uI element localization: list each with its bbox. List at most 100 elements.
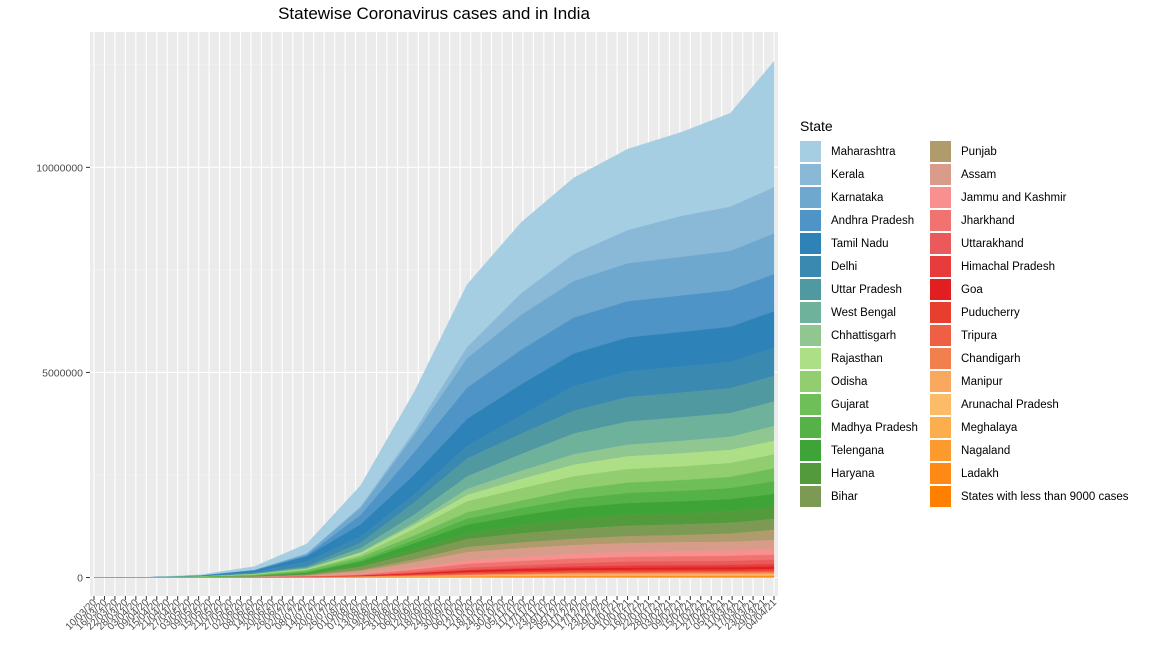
legend-swatch: [800, 302, 821, 323]
legend-item: Tamil Nadu: [800, 232, 930, 255]
legend-label: Gujarat: [831, 398, 869, 411]
legend-item: Assam: [930, 163, 1145, 186]
legend-label: Karnataka: [831, 191, 884, 204]
legend-label: Chhattisgarh: [831, 329, 897, 342]
legend-label: Assam: [961, 168, 997, 181]
legend-label: Delhi: [831, 260, 858, 273]
y-tick-label: 10000000: [36, 162, 83, 174]
legend-label: Ladakh: [961, 467, 999, 480]
legend-item: Uttarakhand: [930, 232, 1145, 255]
legend-label: Kerala: [831, 168, 865, 181]
legend-item: Puducherry: [930, 301, 1145, 324]
legend-swatch: [800, 141, 821, 162]
legend-swatch: [930, 348, 951, 369]
legend-item: Himachal Pradesh: [930, 255, 1145, 278]
legend-label: Tamil Nadu: [831, 237, 889, 250]
legend-swatch: [800, 233, 821, 254]
legend-swatch: [800, 417, 821, 438]
legend-item: Telengana: [800, 439, 930, 462]
legend-swatch: [800, 325, 821, 346]
legend-item: Jharkhand: [930, 209, 1145, 232]
legend-label: Puducherry: [961, 306, 1020, 319]
legend-label: Goa: [961, 283, 983, 296]
y-axis: 0 5000000 10000000: [36, 162, 90, 585]
legend-item: Meghalaya: [930, 416, 1145, 439]
legend-label: Tripura: [961, 329, 997, 342]
legend-label: Odisha: [831, 375, 868, 388]
y-tick-label: 0: [77, 573, 83, 585]
legend-swatch: [800, 256, 821, 277]
legend-item: Haryana: [800, 462, 930, 485]
legend-swatch: [930, 463, 951, 484]
legend-swatch: [800, 440, 821, 461]
legend-swatch: [800, 371, 821, 392]
legend-title: State: [800, 118, 833, 134]
legend-item: Gujarat: [800, 393, 930, 416]
legend-item: Maharashtra: [800, 140, 930, 163]
legend-label: Bihar: [831, 490, 858, 503]
legend: State Maharashtra Kerala Karnataka Andhra P…: [800, 118, 1150, 508]
legend-label: Haryana: [831, 467, 875, 480]
legend-swatch: [930, 440, 951, 461]
legend-swatch: [930, 417, 951, 438]
x-axis: 10/03/2016/03/2022/03/2028/03/2003/04/20…: [64, 596, 779, 633]
legend-swatch: [930, 233, 951, 254]
legend-label: West Bengal: [831, 306, 896, 319]
legend-label: Nagaland: [961, 444, 1011, 457]
legend-swatch: [930, 325, 951, 346]
legend-swatch: [930, 394, 951, 415]
legend-item: West Bengal: [800, 301, 930, 324]
legend-item: Nagaland: [930, 439, 1145, 462]
y-tick-label: 5000000: [42, 367, 83, 379]
legend-swatch: [800, 210, 821, 231]
legend-swatch: [930, 210, 951, 231]
legend-label: Uttar Pradesh: [831, 283, 902, 296]
legend-swatch: [930, 279, 951, 300]
legend-label: Himachal Pradesh: [961, 260, 1055, 273]
legend-swatch: [800, 463, 821, 484]
legend-item: Chhattisgarh: [800, 324, 930, 347]
legend-item: Manipur: [930, 370, 1145, 393]
legend-item: States with less than 9000 cases: [930, 485, 1145, 508]
chart-title: Statewise Coronavirus cases and in India: [278, 4, 590, 23]
legend-label: Punjab: [961, 145, 997, 158]
legend-label: Meghalaya: [961, 421, 1018, 434]
legend-item: Kerala: [800, 163, 930, 186]
legend-label: States with less than 9000 cases: [961, 490, 1129, 503]
series-areas: [93, 60, 775, 578]
legend-swatch: [800, 164, 821, 185]
legend-label: Maharashtra: [831, 145, 896, 158]
legend-swatch: [930, 256, 951, 277]
legend-item: Odisha: [800, 370, 930, 393]
legend-item: Delhi: [800, 255, 930, 278]
legend-item: Karnataka: [800, 186, 930, 209]
legend-label: Rajasthan: [831, 352, 883, 365]
legend-item: Ladakh: [930, 462, 1145, 485]
legend-label: Jammu and Kashmir: [961, 191, 1067, 204]
legend-label: Uttarakhand: [961, 237, 1024, 250]
legend-swatch: [930, 486, 951, 507]
legend-item: Goa: [930, 278, 1145, 301]
legend-label: Manipur: [961, 375, 1003, 388]
legend-swatch: [930, 371, 951, 392]
legend-swatch: [800, 279, 821, 300]
legend-item: Chandigarh: [930, 347, 1145, 370]
legend-swatch: [800, 394, 821, 415]
legend-label: Telengana: [831, 444, 885, 457]
legend-swatch: [930, 187, 951, 208]
legend-label: Arunachal Pradesh: [961, 398, 1059, 411]
legend-item: Andhra Pradesh: [800, 209, 930, 232]
legend-items: Maharashtra Kerala Karnataka Andhra Pradesh…: [800, 140, 1150, 508]
legend-item: Arunachal Pradesh: [930, 393, 1145, 416]
legend-label: Chandigarh: [961, 352, 1021, 365]
area-states-with-less-than-9000-cases: [93, 576, 775, 578]
legend-label: Madhya Pradesh: [831, 421, 918, 434]
legend-label: Andhra Pradesh: [831, 214, 915, 227]
legend-swatch: [930, 302, 951, 323]
legend-item: Jammu and Kashmir: [930, 186, 1145, 209]
legend-item: Tripura: [930, 324, 1145, 347]
legend-item: Uttar Pradesh: [800, 278, 930, 301]
legend-swatch: [800, 486, 821, 507]
legend-item: Rajasthan: [800, 347, 930, 370]
